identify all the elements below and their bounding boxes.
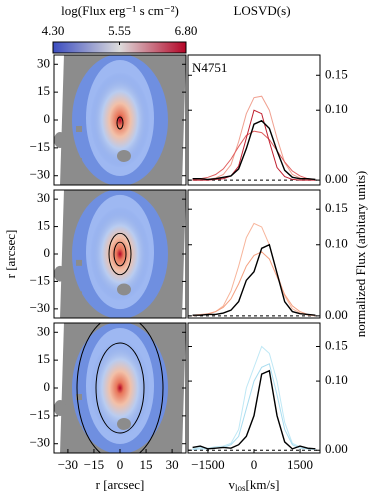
y-tick-label: −15 (30, 139, 50, 154)
y-tick-label: 0.00 (325, 441, 348, 456)
colorbar-tick-label: 6.80 (175, 23, 198, 38)
losvd-line (192, 243, 316, 316)
x-tick-label: −15 (84, 457, 104, 472)
y-tick-label: 15 (37, 218, 50, 233)
y-tick-label: 15 (37, 83, 50, 98)
x-tick-label: −30 (58, 457, 78, 472)
y-tick-label: 0.15 (325, 337, 348, 352)
y-tick-label: 0.00 (325, 171, 348, 186)
y-tick-label: 0 (44, 245, 51, 260)
x-tick-label: 15 (140, 457, 153, 472)
y-axis-label: normalized Flux (arbitary units) (353, 171, 368, 337)
y-tick-label: 0 (44, 111, 51, 126)
y-tick-label: −30 (30, 167, 50, 182)
chart-title: LOSVD(s) (233, 3, 290, 18)
map-image (54, 323, 186, 453)
losvd-line (192, 130, 316, 180)
plot-frame (187, 189, 321, 319)
losvd-line (192, 109, 316, 181)
losvd-line (192, 363, 316, 451)
x-tick-label: −1500 (191, 457, 224, 472)
x-tick-label: 30 (166, 457, 179, 472)
y-tick-label: 15 (37, 351, 50, 366)
losvd-line (192, 119, 316, 181)
y-tick-label: −30 (30, 435, 50, 450)
x-axis-label-rest: [km/s] (246, 477, 280, 492)
y-tick-label: 0.15 (325, 200, 348, 215)
x-tick-label: 1500 (287, 457, 313, 472)
y-tick-label: −15 (30, 407, 50, 422)
colorbar-tick-label: 4.30 (42, 23, 65, 38)
y-tick-label: 0.10 (325, 101, 348, 116)
colorbar-title: log(Flux erg⁻¹ s cm⁻²) (61, 3, 179, 18)
y-tick-label: 30 (37, 190, 50, 205)
y-tick-label: 0.10 (325, 236, 348, 251)
annotation: N4751 (192, 60, 227, 75)
map-image (54, 55, 186, 185)
x-tick-label: 0 (251, 457, 258, 472)
x-axis-label-sub: los (235, 483, 246, 493)
x-axis-label-main: v (229, 477, 236, 492)
colorbar-tick-label: 5.55 (108, 23, 131, 38)
y-tick-label: −15 (30, 272, 50, 287)
losvd-line (192, 345, 316, 450)
y-tick-label: 0.15 (325, 66, 348, 81)
x-axis-label: r [arcsec] (96, 477, 145, 492)
x-axis-label: vlos[km/s] (229, 477, 280, 493)
y-tick-label: 30 (37, 323, 50, 338)
y-tick-label: 0.10 (325, 372, 348, 387)
losvd-line (192, 95, 316, 181)
y-tick-label: 30 (37, 55, 50, 70)
losvd-line (192, 251, 316, 316)
plot-frame (187, 54, 321, 186)
y-tick-label: 0.00 (325, 307, 348, 322)
plot-frame (187, 322, 321, 454)
y-tick-label: −30 (30, 300, 50, 315)
y-axis-label: r [arcsec] (3, 230, 18, 279)
losvd-line (192, 369, 316, 450)
x-tick-label: 0 (117, 457, 124, 472)
y-tick-label: 0 (44, 379, 51, 394)
map-image (54, 189, 186, 319)
